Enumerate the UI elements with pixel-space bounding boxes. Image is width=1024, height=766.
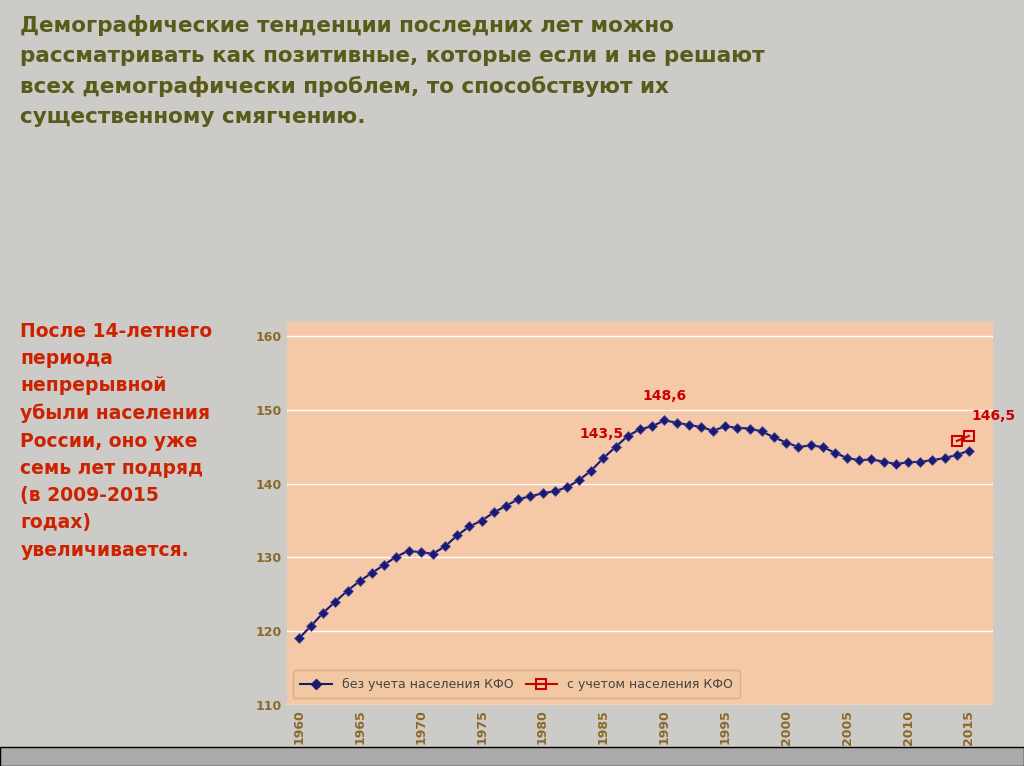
Text: 146,5: 146,5 (972, 409, 1016, 424)
Text: 143,5: 143,5 (579, 427, 623, 441)
Legend: без учета населения КФО, с учетом населения КФО: без учета населения КФО, с учетом населе… (293, 670, 740, 699)
Text: 148,6: 148,6 (642, 388, 686, 403)
Text: Демографические тенденции последних лет можно
рассматривать как позитивные, кото: Демографические тенденции последних лет … (20, 15, 765, 126)
Text: После 14-летнего
периода
непрерывной
убыли населения
России, оно уже
семь лет по: После 14-летнего периода непрерывной убы… (20, 322, 213, 560)
